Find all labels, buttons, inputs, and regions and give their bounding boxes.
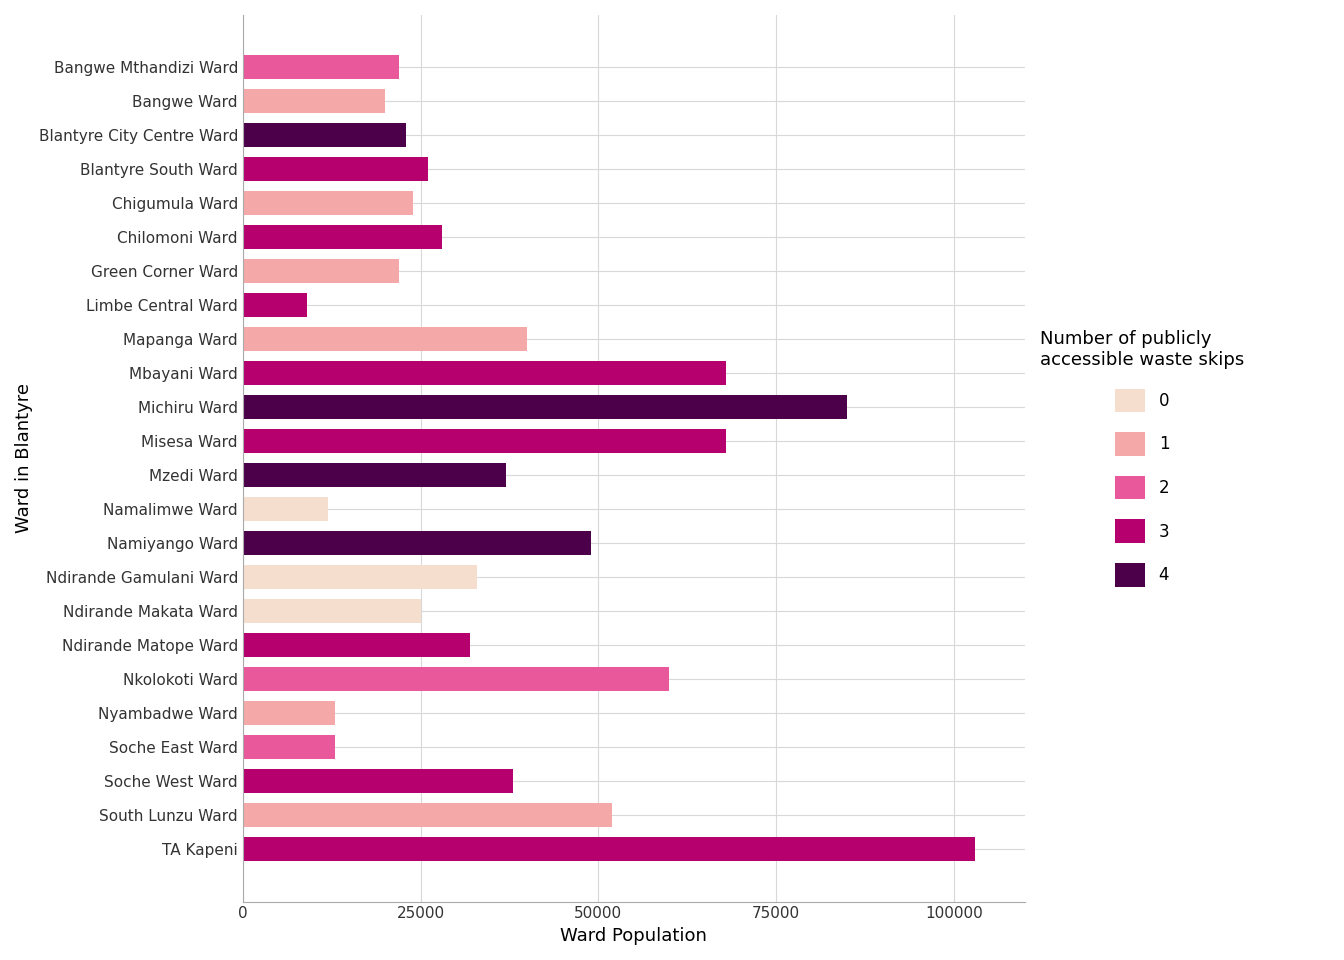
Bar xyxy=(243,361,726,385)
Bar xyxy=(243,259,399,283)
Bar xyxy=(243,327,527,351)
Bar xyxy=(243,226,442,250)
Bar xyxy=(243,735,335,759)
Bar xyxy=(243,157,427,181)
Bar xyxy=(243,429,726,453)
Bar xyxy=(243,667,669,691)
Bar xyxy=(243,599,421,623)
Y-axis label: Ward in Blantyre: Ward in Blantyre xyxy=(15,383,34,534)
Bar xyxy=(243,804,613,828)
Bar xyxy=(243,89,384,113)
Bar xyxy=(243,497,328,521)
Bar xyxy=(243,837,976,861)
Bar xyxy=(243,123,406,147)
Bar xyxy=(243,565,477,589)
Bar xyxy=(243,191,414,215)
Bar xyxy=(243,532,591,555)
Legend: 0, 1, 2, 3, 4: 0, 1, 2, 3, 4 xyxy=(1034,324,1251,593)
Bar xyxy=(243,396,847,420)
Bar xyxy=(243,634,470,658)
Bar xyxy=(243,770,513,793)
X-axis label: Ward Population: Ward Population xyxy=(560,927,707,945)
Bar xyxy=(243,464,505,487)
Bar xyxy=(243,294,306,317)
Bar xyxy=(243,56,399,79)
Bar xyxy=(243,702,335,725)
